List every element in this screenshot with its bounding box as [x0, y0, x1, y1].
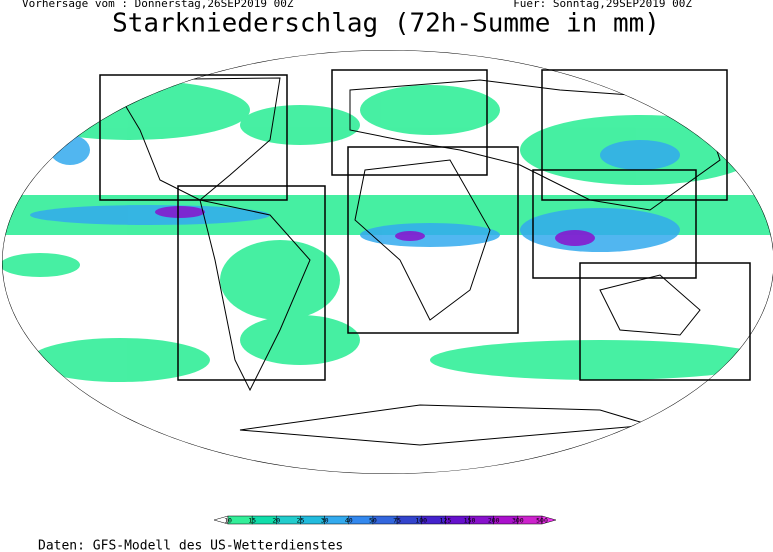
- color-legend: 10 15 20 25 30 40 50 75 100 125 150 200 300 500: [213, 515, 557, 525]
- legend-label: 25: [297, 517, 305, 525]
- legend-label: 30: [321, 517, 329, 525]
- title: Starkniederschlag (72h-Summe in mm): [112, 9, 660, 39]
- map: [2, 50, 773, 474]
- legend-label: 200: [488, 517, 500, 525]
- legend-label: 500: [536, 517, 548, 525]
- legend-label: 125: [440, 517, 452, 525]
- valid-label: Fuer: Sonntag,29SEP2019 00Z: [513, 0, 692, 10]
- legend-end: [541, 515, 557, 525]
- legend-label: 40: [345, 517, 353, 525]
- legend-label: 150: [464, 517, 476, 525]
- issued-label: Vorhersage vom : Donnerstag,26SEP2019 00…: [22, 0, 294, 10]
- legend-label: 75: [393, 517, 401, 525]
- legend-label: 10: [224, 517, 232, 525]
- region-boxes: [99, 69, 751, 381]
- footer: Daten: GFS-Modell des US-Wetterdienstes: [38, 539, 343, 552]
- legend-label: 300: [512, 517, 524, 525]
- legend-label: 20: [272, 517, 280, 525]
- legend-label: 50: [369, 517, 377, 525]
- legend-label: 15: [248, 517, 256, 525]
- legend-label: 100: [415, 517, 427, 525]
